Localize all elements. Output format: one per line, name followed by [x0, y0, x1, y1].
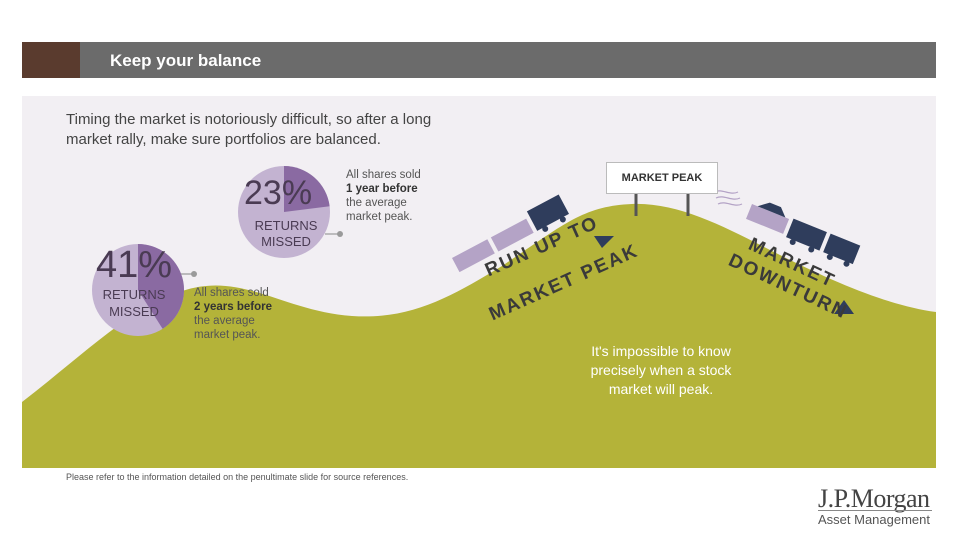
page-title: Keep your balance	[110, 51, 262, 70]
train-car	[452, 239, 495, 273]
annotation-top-line2: 1 year before	[346, 183, 418, 195]
train-car	[746, 204, 790, 234]
intro-text: Timing the market is notoriously difficu…	[66, 111, 432, 148]
annotation-left-line1: All shares sold	[194, 287, 269, 299]
stat-top-percent: 23%	[244, 174, 313, 212]
connector-dot-left	[191, 271, 197, 277]
pie-slice-missed	[284, 166, 330, 212]
header-bar	[22, 42, 936, 78]
wind-lines-icon	[713, 190, 743, 206]
jpmorgan-logo: J.P.Morgan	[818, 484, 930, 513]
market-hill-graphic	[22, 190, 936, 468]
train-descending	[746, 202, 861, 267]
hill-shape	[22, 203, 936, 468]
arrow-up-triangle-right	[834, 300, 854, 314]
connector-dot-top	[337, 231, 343, 237]
stat-top-label: RETURNS MISSED	[246, 218, 326, 250]
annotation-top-line4: market peak.	[346, 211, 413, 223]
train-engine	[786, 218, 827, 251]
stat-left-label-line2: MISSED	[109, 304, 159, 319]
annotation-1-year: All shares sold 1 year before the averag…	[346, 168, 446, 224]
train-climbing	[452, 194, 569, 273]
annotation-top-line3: the average	[346, 197, 407, 209]
market-peak-sign: MARKET PEAK	[606, 162, 718, 194]
stat-left-label-line1: RETURNS	[102, 287, 166, 302]
annotation-left-line2: 2 years before	[194, 301, 272, 313]
header-accent-tab	[22, 42, 80, 78]
logo-subtitle: Asset Management	[818, 512, 931, 527]
arrow-up-triangle-left	[594, 236, 614, 248]
pie-returns-missed-41	[92, 244, 185, 336]
train-engine	[526, 194, 569, 231]
train-car	[490, 218, 534, 252]
annotation-2-years: All shares sold 2 years before the avera…	[194, 286, 304, 342]
annotation-left-line3: the average	[194, 315, 255, 327]
footnote: Please refer to the information detailed…	[66, 472, 409, 482]
stat-top-label-line1: RETURNS	[254, 218, 318, 233]
logo-divider	[818, 510, 932, 511]
impossible-text: It's impossible to know precisely when a…	[590, 343, 732, 397]
pie-returns-missed-23	[238, 166, 330, 258]
stat-top-label-line2: MISSED	[261, 234, 311, 249]
stat-left-label: RETURNS MISSED	[94, 286, 174, 320]
annotation-left-line4: market peak.	[194, 329, 261, 341]
stat-left-percent: 41%	[96, 244, 173, 286]
train-engine	[823, 233, 861, 265]
pie-slice-missed	[138, 244, 185, 329]
annotation-top-line1: All shares sold	[346, 169, 421, 181]
